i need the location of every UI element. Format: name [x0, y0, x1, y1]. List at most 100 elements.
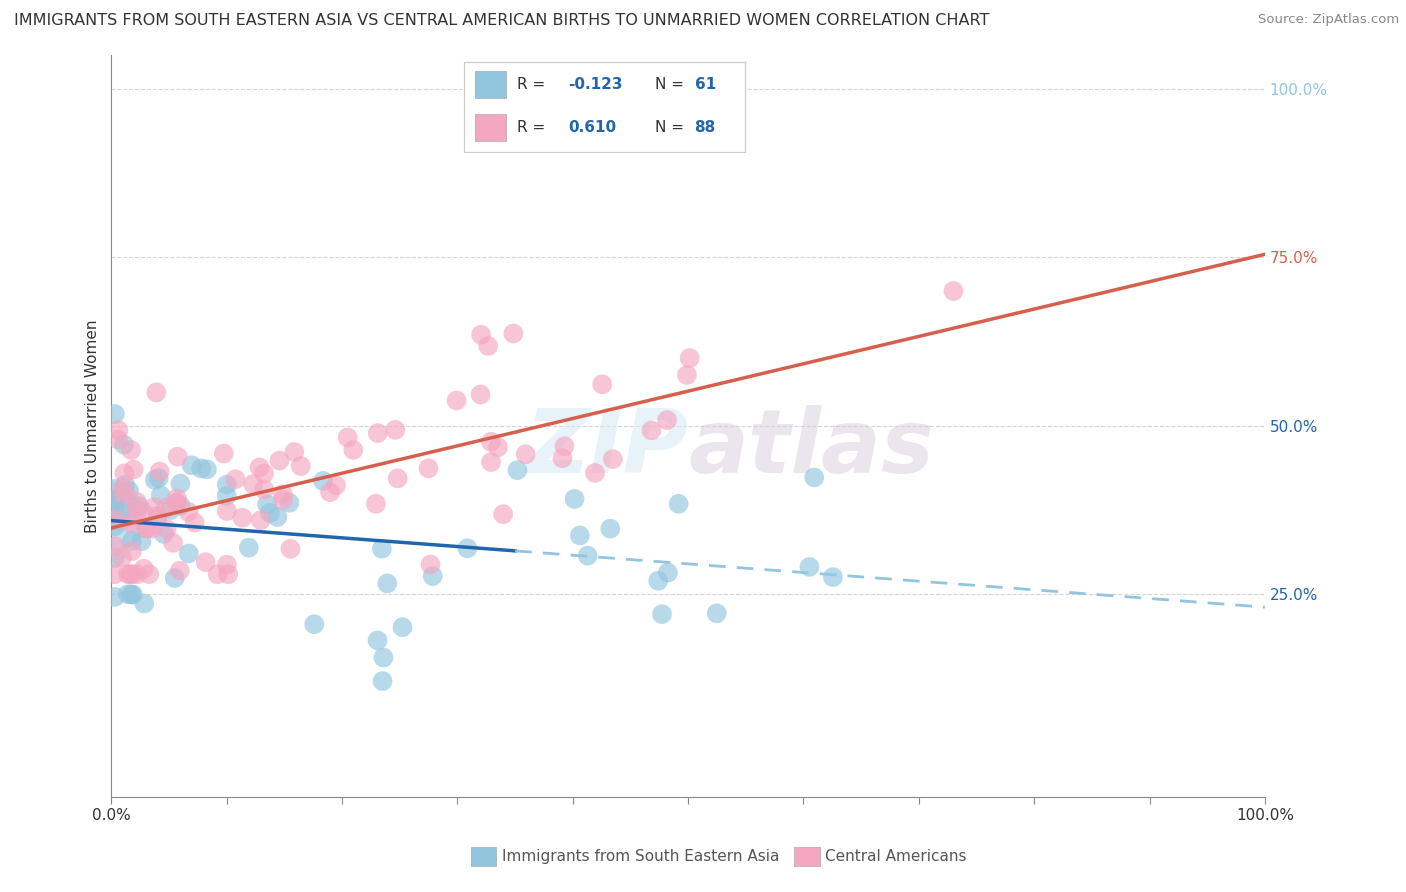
Text: Central Americans: Central Americans: [825, 849, 967, 863]
Point: [104, 519, 127, 533]
Point: [170, 499, 193, 513]
Point: [104, 407, 127, 421]
Point: [121, 567, 143, 582]
Point: [422, 569, 444, 583]
Point: [125, 503, 148, 517]
Point: [117, 587, 139, 601]
Point: [104, 482, 127, 496]
Point: [371, 541, 394, 556]
Point: [215, 477, 238, 491]
FancyBboxPatch shape: [475, 114, 506, 141]
Point: [146, 508, 169, 523]
Point: [143, 500, 166, 514]
Point: [477, 339, 499, 353]
Point: [104, 500, 127, 514]
Point: [190, 461, 212, 475]
Point: [259, 506, 281, 520]
Point: [655, 413, 678, 427]
Point: [319, 485, 342, 500]
Text: N =: N =: [655, 120, 689, 135]
Point: [271, 487, 294, 501]
Point: [576, 549, 599, 563]
Point: [146, 512, 169, 526]
Point: [153, 527, 176, 541]
Point: [551, 451, 574, 466]
Point: [122, 462, 145, 476]
Point: [249, 513, 271, 527]
Text: -0.123: -0.123: [568, 78, 623, 92]
Point: [479, 455, 502, 469]
Point: [149, 465, 172, 479]
Point: [145, 385, 167, 400]
Point: [668, 497, 690, 511]
Point: [657, 566, 679, 580]
Point: [256, 497, 278, 511]
Point: [238, 541, 260, 555]
Point: [502, 326, 524, 341]
Point: [280, 541, 302, 556]
Point: [215, 489, 238, 503]
Point: [120, 587, 142, 601]
Point: [375, 576, 398, 591]
Point: [942, 284, 965, 298]
Point: [304, 617, 326, 632]
Point: [269, 453, 291, 467]
Point: [104, 590, 127, 604]
Text: R =: R =: [517, 120, 551, 135]
Point: [391, 620, 413, 634]
Text: Immigrants from South Eastern Asia: Immigrants from South Eastern Asia: [502, 849, 779, 863]
Point: [215, 558, 238, 572]
Point: [364, 497, 387, 511]
Point: [112, 481, 135, 495]
Point: [446, 393, 468, 408]
Point: [149, 488, 172, 502]
Point: [367, 426, 389, 441]
Point: [568, 528, 591, 542]
Point: [166, 491, 188, 506]
Point: [418, 461, 440, 475]
Point: [492, 507, 515, 521]
Point: [166, 495, 188, 509]
Point: [231, 510, 253, 524]
Point: [104, 567, 127, 582]
Point: [159, 503, 181, 517]
Point: [371, 674, 394, 689]
Point: [148, 471, 170, 485]
Point: [169, 564, 191, 578]
Point: [166, 496, 188, 510]
Point: [564, 491, 586, 506]
Text: 0.610: 0.610: [568, 120, 616, 135]
Point: [111, 550, 134, 565]
Point: [470, 327, 492, 342]
Point: [142, 522, 165, 536]
Text: Source: ZipAtlas.com: Source: ZipAtlas.com: [1258, 13, 1399, 27]
Point: [194, 555, 217, 569]
Point: [387, 471, 409, 485]
Point: [679, 351, 702, 365]
Point: [486, 440, 509, 454]
Point: [283, 445, 305, 459]
Y-axis label: Births to Unmarried Women: Births to Unmarried Women: [86, 319, 100, 533]
Point: [325, 478, 347, 492]
Point: [177, 546, 200, 560]
Point: [195, 462, 218, 476]
Point: [105, 513, 128, 527]
Point: [207, 567, 229, 582]
Point: [132, 506, 155, 520]
Point: [647, 574, 669, 588]
Point: [132, 562, 155, 576]
Point: [224, 472, 246, 486]
Point: [803, 470, 825, 484]
Point: [104, 539, 127, 553]
Point: [249, 460, 271, 475]
Point: [169, 476, 191, 491]
Point: [583, 466, 606, 480]
Point: [253, 483, 276, 497]
Point: [122, 588, 145, 602]
Point: [456, 541, 478, 556]
Text: N =: N =: [655, 78, 689, 92]
FancyBboxPatch shape: [475, 71, 506, 98]
Point: [114, 477, 136, 491]
Point: [271, 492, 294, 507]
Point: [602, 452, 624, 467]
